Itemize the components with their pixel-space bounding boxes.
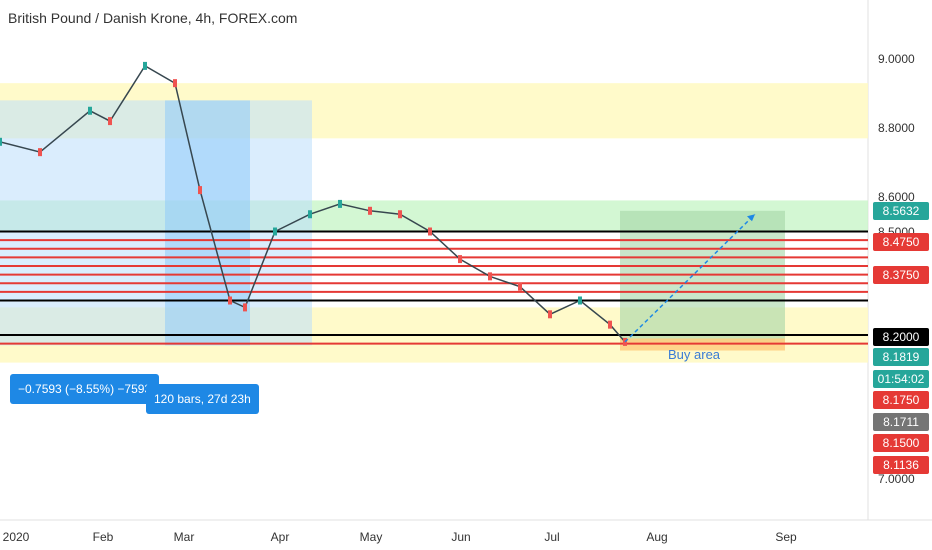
- candle-20: [608, 320, 612, 329]
- zone-blue-measure: [0, 100, 312, 346]
- price-label-8-3750: 8.3750: [873, 266, 929, 284]
- x-tick-may: May: [359, 530, 383, 544]
- y-tick-8600: 8.6000: [878, 190, 915, 204]
- price-label-8-1136: 8.1136: [873, 456, 929, 474]
- x-tick-2020: 2020: [2, 530, 30, 544]
- buy-area-label: Buy area: [668, 347, 721, 362]
- x-tick-aug: Aug: [646, 530, 668, 544]
- price-label-8-4750: 8.4750: [873, 233, 929, 251]
- candle-11: [338, 199, 342, 208]
- candle-2: [88, 106, 92, 115]
- candle-3: [108, 117, 112, 126]
- candle-8: [243, 303, 247, 312]
- candle-15: [458, 255, 462, 264]
- price-label-8-2000: 8.2000: [873, 328, 929, 346]
- range-callout[interactable]: 120 bars, 27d 23h: [146, 384, 259, 414]
- y-tick-8800: 8.8000: [878, 121, 915, 135]
- zone-target: [620, 210, 785, 342]
- candle-12: [368, 206, 372, 215]
- countdown-label: 01:54:02: [873, 370, 929, 388]
- x-tick-sep: Sep: [775, 530, 797, 544]
- x-tick-apr: Apr: [270, 530, 290, 544]
- x-tick-jun: Jun: [451, 530, 471, 544]
- price-label-8-1750: 8.1750: [873, 391, 929, 409]
- zone-blue-range: [165, 100, 250, 346]
- candle-6: [198, 186, 202, 195]
- trend-arrowhead: [747, 214, 755, 222]
- x-tick-jul: Jul: [544, 530, 560, 544]
- x-tick-feb: Feb: [92, 530, 114, 544]
- price-label-8-5632: 8.5632: [873, 202, 929, 220]
- candle-16: [488, 272, 492, 281]
- price-label-8-1819: 8.1819: [873, 348, 929, 366]
- trend-arrow: [624, 213, 756, 343]
- x-tick-mar: Mar: [173, 530, 195, 544]
- chart-title: British Pound / Danish Krone, 4h, FOREX.…: [8, 10, 298, 26]
- candle-5: [173, 79, 177, 88]
- candle-13: [398, 210, 402, 219]
- candle-18: [548, 310, 552, 319]
- candle-0: [0, 137, 2, 146]
- y-tick-9000: 9.0000: [878, 52, 915, 66]
- candle-10: [308, 210, 312, 219]
- candle-4: [143, 61, 147, 70]
- price-line: [0, 64, 626, 343]
- price-label-8-1711: 8.1711: [873, 413, 929, 431]
- candle-14: [428, 227, 432, 236]
- candle-7: [228, 296, 232, 305]
- candle-19: [578, 296, 582, 305]
- candle-9: [273, 227, 277, 236]
- price-label-8-1500: 8.1500: [873, 434, 929, 452]
- measure-callout[interactable]: −0.7593 (−8.55%) −7593: [10, 374, 160, 404]
- y-tick-7000: 7.0000: [878, 472, 915, 486]
- candle-17: [518, 282, 522, 291]
- candle-1: [38, 148, 42, 157]
